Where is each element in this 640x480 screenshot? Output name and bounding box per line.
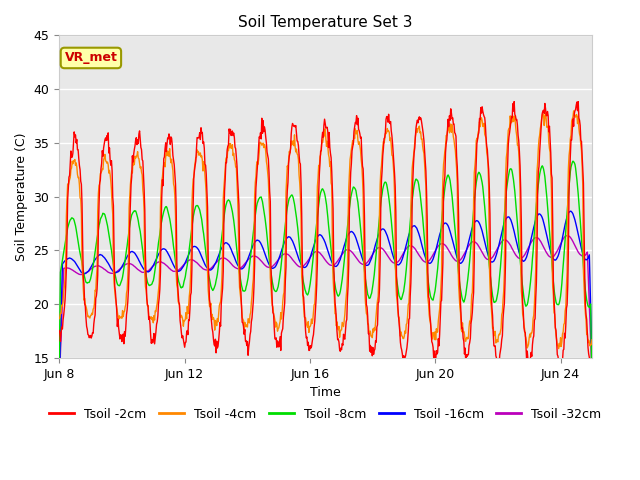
Tsoil -8cm	[569, 158, 577, 164]
Tsoil -4cm	[588, 337, 596, 343]
Line: Tsoil -2cm: Tsoil -2cm	[59, 102, 592, 375]
Tsoil -2cm	[463, 352, 470, 358]
Tsoil -8cm	[376, 208, 384, 214]
Line: Tsoil -16cm: Tsoil -16cm	[59, 211, 592, 393]
Tsoil -16cm	[588, 355, 596, 361]
Tsoil -4cm	[463, 335, 470, 341]
Tsoil -32cm	[463, 247, 470, 252]
Tsoil -16cm	[376, 228, 384, 234]
Tsoil -2cm	[116, 336, 124, 342]
Tsoil -32cm	[55, 383, 63, 389]
Tsoil -8cm	[116, 282, 124, 288]
Y-axis label: Soil Temperature (C): Soil Temperature (C)	[15, 132, 28, 261]
Tsoil -32cm	[127, 261, 135, 267]
Tsoil -4cm	[331, 311, 339, 317]
Tsoil -4cm	[376, 182, 384, 188]
Title: Soil Temperature Set 3: Soil Temperature Set 3	[238, 15, 413, 30]
Tsoil -8cm	[463, 287, 470, 292]
Tsoil -2cm	[376, 258, 384, 264]
Tsoil -16cm	[163, 249, 171, 254]
Tsoil -32cm	[163, 263, 171, 269]
Line: Tsoil -4cm: Tsoil -4cm	[59, 111, 592, 348]
Tsoil -4cm	[55, 316, 63, 322]
Tsoil -8cm	[163, 205, 171, 211]
Tsoil -2cm	[127, 181, 135, 187]
Legend: Tsoil -2cm, Tsoil -4cm, Tsoil -8cm, Tsoil -16cm, Tsoil -32cm: Tsoil -2cm, Tsoil -4cm, Tsoil -8cm, Tsoi…	[45, 403, 607, 426]
Text: VR_met: VR_met	[65, 51, 117, 64]
Tsoil -32cm	[116, 266, 124, 272]
Tsoil -16cm	[127, 249, 135, 254]
Tsoil -4cm	[555, 346, 563, 351]
Tsoil -32cm	[376, 245, 384, 251]
Tsoil -4cm	[127, 174, 135, 180]
Tsoil -32cm	[588, 372, 596, 378]
Tsoil -4cm	[163, 153, 171, 158]
Tsoil -8cm	[55, 370, 63, 376]
Tsoil -2cm	[510, 99, 518, 105]
Tsoil -8cm	[588, 385, 596, 391]
Tsoil -2cm	[55, 328, 63, 334]
Tsoil -4cm	[116, 315, 124, 321]
X-axis label: Time: Time	[310, 386, 341, 399]
Tsoil -2cm	[588, 372, 595, 378]
Tsoil -16cm	[463, 248, 470, 253]
Tsoil -2cm	[163, 141, 171, 147]
Tsoil -16cm	[566, 208, 574, 214]
Tsoil -32cm	[331, 261, 339, 267]
Line: Tsoil -8cm: Tsoil -8cm	[59, 161, 592, 388]
Tsoil -2cm	[331, 299, 339, 305]
Tsoil -16cm	[116, 267, 124, 273]
Tsoil -16cm	[55, 390, 63, 396]
Tsoil -8cm	[127, 215, 135, 221]
Tsoil -2cm	[588, 364, 596, 370]
Tsoil -16cm	[331, 264, 339, 269]
Tsoil -4cm	[570, 108, 577, 114]
Tsoil -8cm	[331, 282, 339, 288]
Line: Tsoil -32cm: Tsoil -32cm	[59, 236, 592, 386]
Tsoil -32cm	[564, 233, 572, 239]
